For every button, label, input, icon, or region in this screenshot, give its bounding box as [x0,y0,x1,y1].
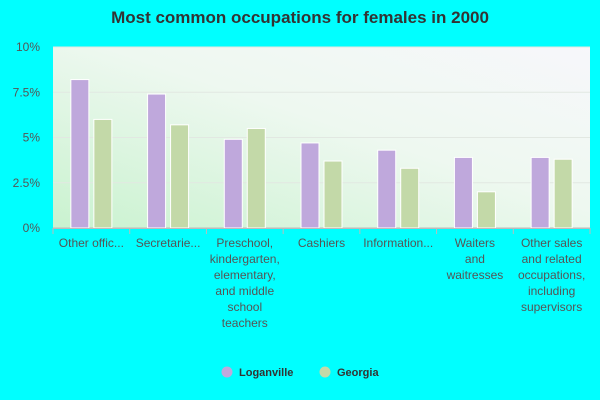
y-tick-label: 7.5% [13,85,41,99]
y-axis: 0% 2.5% 5% 7.5% 10% [13,40,41,235]
category-label: Other sales [521,236,582,250]
legend: Loganville Georgia [221,366,379,379]
category-label: and [465,252,485,266]
bar-georgia [323,160,343,229]
bar-loganville [300,142,320,229]
legend-swatch [221,366,233,378]
category-label: including [528,284,575,298]
category-label: teachers [222,316,268,330]
bar-loganville [453,156,473,229]
category-label: Cashiers [298,236,345,250]
category-label: waitresses [446,268,504,282]
category-label: and related [522,252,582,266]
category-label: Secretarie... [136,236,201,250]
category-label: occupations, [518,268,585,282]
bar-georgia [400,167,420,229]
bar-loganville [223,138,243,229]
bar-loganville [530,156,550,229]
category-label: elementary, [214,268,276,282]
y-tick-label: 2.5% [13,176,41,190]
bar-georgia [553,158,573,229]
category-label: Other offic... [59,236,124,250]
bar-georgia [476,191,496,229]
bar-georgia [170,124,190,229]
bar-georgia [246,127,266,229]
category-label: Preschool, [216,236,273,250]
category-label: Waiters [455,236,495,250]
category-label: kindergarten, [210,252,280,266]
x-axis: Other offic... Secretarie... Preschool, kin… [52,228,591,330]
bar-loganville [147,93,167,229]
legend-label: Georgia [337,367,379,379]
bar-loganville [70,79,90,229]
category-label: school [227,300,262,314]
category-label: Information... [363,236,433,250]
legend-label: Loganville [239,367,293,379]
category-label: supervisors [521,300,582,314]
y-tick-label: 10% [16,40,40,54]
chart-title: Most common occupations for females in 2… [111,8,489,27]
y-tick-label: 0% [23,221,41,235]
category-label: and middle [215,284,274,298]
y-tick-label: 5% [23,131,41,145]
legend-swatch [319,366,331,378]
bar-loganville [377,149,397,229]
bar-georgia [93,118,113,229]
